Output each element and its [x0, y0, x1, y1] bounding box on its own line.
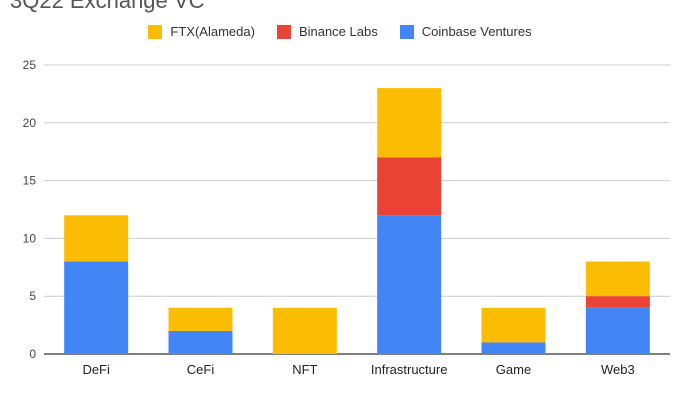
x-tick-label: CeFi [187, 362, 215, 377]
bar-segment [481, 307, 546, 343]
bar-segment [64, 261, 129, 354]
legend-swatch [148, 24, 163, 39]
bar-segment [377, 88, 442, 158]
bar-segment [168, 307, 233, 331]
y-tick-label: 25 [23, 58, 37, 72]
legend-label: Binance Labs [298, 24, 378, 39]
y-tick-label: 20 [23, 116, 37, 130]
legend-item: FTX(Alameda) [148, 24, 255, 39]
legend-item: Coinbase Ventures [399, 24, 532, 39]
x-tick-label: Game [496, 362, 531, 377]
legend-item: Binance Labs [276, 24, 378, 39]
y-tick-label: 15 [23, 174, 37, 188]
legend-label: FTX(Alameda) [170, 24, 255, 39]
bar-segment [64, 215, 129, 262]
bar-segment [585, 261, 650, 297]
legend-swatch [399, 24, 414, 39]
bar-segment [272, 307, 337, 354]
bar-segment [585, 296, 650, 308]
bar-segment [168, 330, 233, 354]
legend-swatch [276, 24, 291, 39]
chart-title: 3Q22 Exchange VC [10, 0, 205, 13]
x-tick-label: NFT [292, 362, 317, 377]
bar-segment [377, 157, 442, 216]
chart-legend: FTX(Alameda) Binance Labs Coinbase Venture… [0, 24, 680, 39]
bar-segment [377, 215, 442, 354]
legend-label: Coinbase Ventures [421, 24, 532, 39]
y-tick-label: 5 [29, 289, 36, 303]
bar-segment [585, 307, 650, 354]
y-tick-label: 10 [23, 231, 37, 245]
x-tick-label: DeFi [82, 362, 110, 377]
x-tick-label: Web3 [601, 362, 635, 377]
y-tick-label: 0 [29, 347, 36, 361]
bar-segment [481, 342, 546, 354]
x-tick-label: Infrastructure [371, 362, 448, 377]
